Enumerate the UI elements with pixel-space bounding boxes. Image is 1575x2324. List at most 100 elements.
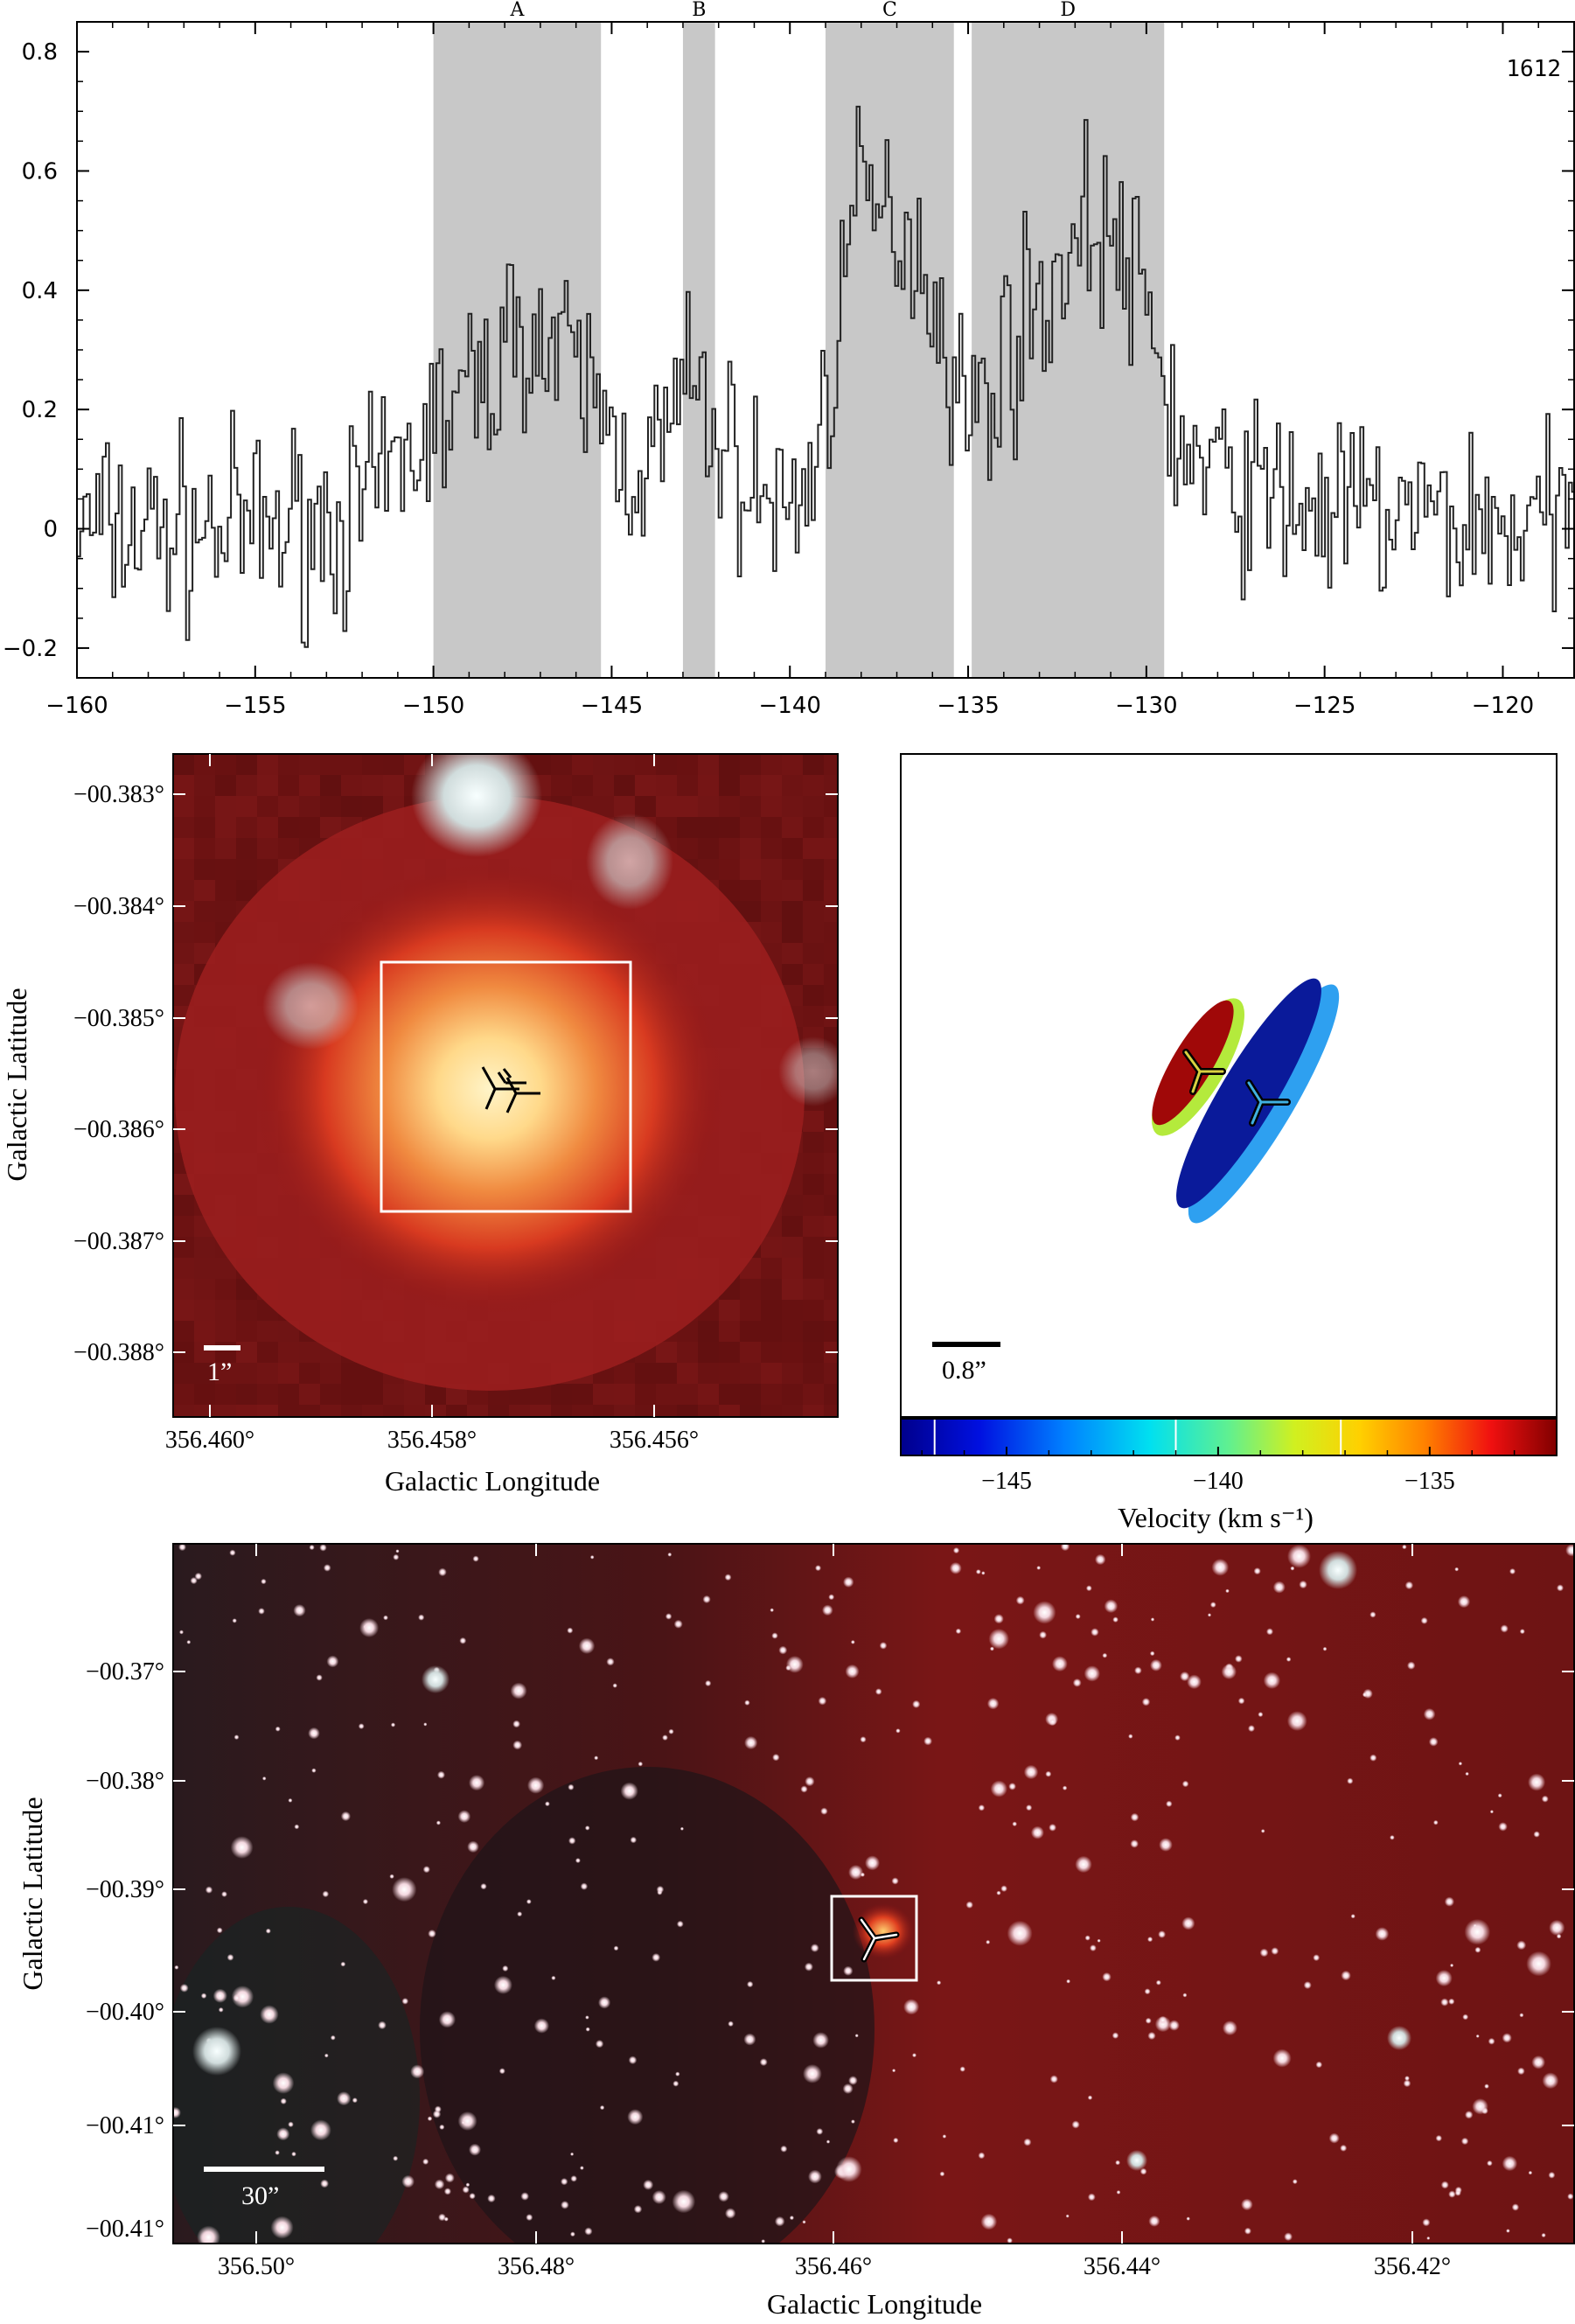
zoom-pixel bbox=[803, 964, 824, 985]
wide-star bbox=[197, 2225, 220, 2244]
wide-star bbox=[340, 1961, 346, 1967]
wide-star bbox=[1458, 1762, 1463, 1766]
zoom-ticks: 356.460° 356.458° 356.456° −00.383° −00.384°… bbox=[73, 754, 838, 1454]
wide-star bbox=[673, 2080, 679, 2087]
wide-star bbox=[1423, 1708, 1436, 1720]
wide-star bbox=[1433, 1819, 1439, 1825]
zoom-pixel bbox=[803, 1384, 824, 1405]
zoom-pixel bbox=[194, 1363, 215, 1384]
zoom-pixel bbox=[803, 796, 824, 817]
wide-star bbox=[438, 1567, 447, 1577]
zoom-pixel bbox=[341, 775, 362, 796]
wide-star bbox=[1026, 1804, 1033, 1811]
wide-star bbox=[1259, 1948, 1269, 1958]
zoom-pixel bbox=[194, 1300, 215, 1321]
wide-star bbox=[570, 2231, 575, 2237]
zoom-pixel bbox=[299, 1363, 320, 1384]
wide-star bbox=[589, 1555, 595, 1560]
wide-star bbox=[975, 1569, 981, 1574]
wide-star bbox=[743, 2033, 756, 2046]
wide-star bbox=[570, 2152, 575, 2156]
wide-star bbox=[229, 1549, 236, 1556]
zoom-pixel bbox=[761, 901, 782, 922]
wide-star bbox=[1375, 1927, 1390, 1941]
wide-ticks: 356.50° 356.48° 356.46° 356.44° 356.42° −00.3… bbox=[86, 1544, 1574, 2280]
zoom-pixel bbox=[761, 922, 782, 943]
zoom-scale-label: 1” bbox=[207, 1357, 232, 1386]
wide-star bbox=[865, 1855, 880, 1871]
wide-star bbox=[1263, 1671, 1281, 1690]
wide-star bbox=[320, 2179, 329, 2188]
zoom-pixel bbox=[803, 985, 824, 1006]
wide-star bbox=[1158, 1930, 1166, 1938]
wide-star bbox=[1049, 2075, 1058, 2083]
x-tick-label: −160 bbox=[45, 693, 108, 719]
zoom-pixel bbox=[698, 754, 719, 775]
zoom-pixel bbox=[698, 1384, 719, 1405]
y-tick-label: −00.386° bbox=[73, 1116, 164, 1143]
zoom-pixel bbox=[719, 754, 740, 775]
wide-star bbox=[594, 1755, 599, 1761]
wide-star bbox=[1548, 2171, 1556, 2179]
zoom-pixel bbox=[803, 922, 824, 943]
y-tick-label: −00.37° bbox=[86, 1658, 164, 1685]
wide-star bbox=[1104, 1599, 1119, 1614]
wide-star bbox=[526, 2214, 533, 2222]
x-tick-label: 356.46° bbox=[795, 2253, 872, 2280]
wide-star bbox=[1422, 2218, 1431, 2227]
zoom-pixel bbox=[761, 880, 782, 901]
wide-star bbox=[1462, 2013, 1469, 2020]
zoom-pixel bbox=[803, 1174, 824, 1195]
zoom-pixel bbox=[551, 754, 572, 775]
zoom-pixel bbox=[803, 1363, 824, 1384]
wide-star bbox=[800, 1785, 808, 1793]
wide-star bbox=[1045, 1770, 1052, 1777]
zoom-image-panel: 1” 356.460° 356.458° 356.456° −00.383° −00.3… bbox=[1, 753, 839, 1497]
wide-star bbox=[1148, 2215, 1160, 2227]
zoom-pixel bbox=[761, 1237, 782, 1258]
wide-xlabel: Galactic Longitude bbox=[767, 2288, 982, 2320]
wide-star bbox=[487, 2194, 496, 2203]
wide-star bbox=[324, 2053, 329, 2058]
zoom-pixel bbox=[698, 838, 719, 859]
zoom-pixel bbox=[299, 796, 320, 817]
zoom-pixel bbox=[803, 1237, 824, 1258]
zoom-pixel bbox=[194, 1237, 215, 1258]
wide-bright-star bbox=[1126, 2150, 1147, 2171]
zoom-pixel bbox=[236, 838, 257, 859]
zoom-pixel bbox=[593, 775, 614, 796]
zoom-pixel bbox=[677, 796, 698, 817]
wide-star bbox=[676, 1920, 684, 1928]
wide-star bbox=[258, 1608, 265, 1615]
wide-bright-star bbox=[192, 2027, 241, 2076]
wide-star bbox=[989, 1646, 994, 1651]
wide-star bbox=[436, 1820, 441, 1825]
wide-star bbox=[260, 2005, 279, 2024]
wide-maser-marker bbox=[858, 1916, 900, 1963]
wide-star bbox=[1130, 1839, 1139, 1848]
zoom-pixel bbox=[782, 838, 803, 859]
wide-star bbox=[1322, 1646, 1328, 1651]
colorbar bbox=[901, 1419, 1557, 1455]
zoom-pixel bbox=[803, 1216, 824, 1237]
wide-star bbox=[389, 1874, 394, 1879]
wide-star bbox=[1286, 1711, 1307, 1731]
wide-star bbox=[628, 2055, 638, 2065]
wide-star bbox=[1519, 2013, 1524, 2018]
wide-ylabel: Galactic Latitude bbox=[17, 1797, 48, 1990]
wide-star bbox=[585, 2015, 589, 2020]
wide-star bbox=[1502, 2155, 1518, 2172]
wide-star bbox=[1102, 1652, 1108, 1658]
zoom-pixel bbox=[194, 754, 215, 775]
wide-star bbox=[981, 1571, 986, 1575]
zoom-pixel bbox=[824, 1363, 838, 1384]
zoom-pixel bbox=[761, 1363, 782, 1384]
zoom-pixel bbox=[635, 1384, 656, 1405]
wide-star bbox=[986, 1698, 1000, 1710]
wide-star bbox=[1182, 1992, 1188, 1998]
wide-star bbox=[1168, 2020, 1180, 2031]
zoom-pixel bbox=[824, 1111, 838, 1132]
zoom-pixel bbox=[782, 1363, 803, 1384]
zoom-pixel bbox=[824, 1195, 838, 1216]
zoom-pixel bbox=[194, 880, 215, 901]
